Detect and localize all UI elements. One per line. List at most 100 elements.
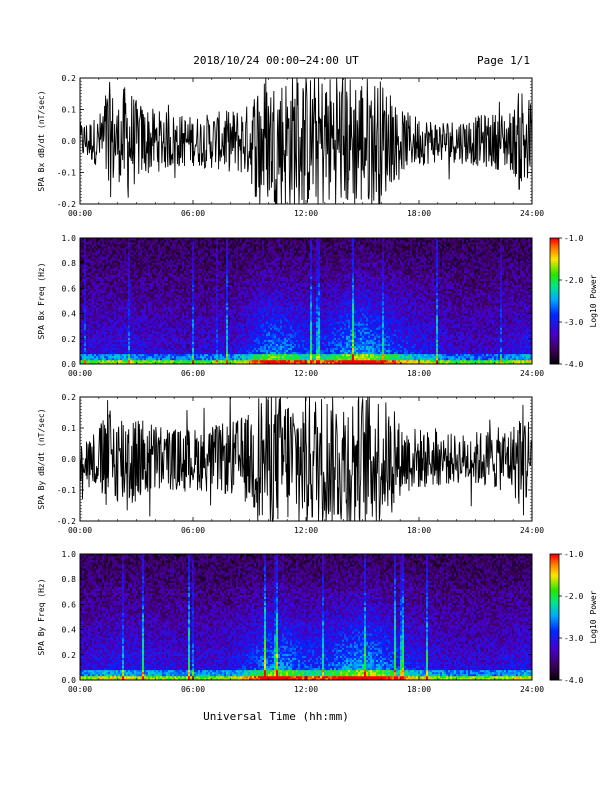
spectrogram-cell bbox=[110, 325, 112, 327]
spectrogram-cell bbox=[98, 356, 100, 358]
spectrogram-cell bbox=[94, 285, 96, 287]
spectrogram-cell bbox=[90, 311, 92, 313]
spectrogram-cell bbox=[94, 307, 96, 309]
spectrogram-cell bbox=[86, 342, 88, 344]
spectrogram-cell bbox=[110, 303, 112, 305]
spectrogram-cell bbox=[88, 336, 90, 338]
spectrogram-cell bbox=[90, 252, 92, 254]
spectrogram-cell bbox=[102, 279, 104, 281]
spectrogram-cell bbox=[104, 303, 106, 305]
spectrogram-cell bbox=[100, 307, 102, 309]
spectrogram-cell bbox=[96, 254, 98, 256]
spectrogram-cell bbox=[108, 315, 110, 317]
spectrogram-cell bbox=[86, 250, 88, 252]
spectrogram-cell bbox=[90, 275, 92, 277]
spectrogram-cell bbox=[106, 283, 108, 285]
spectrogram-cell bbox=[84, 360, 86, 362]
spectrogram-cell bbox=[88, 258, 90, 260]
spectrogram-cell bbox=[106, 289, 108, 291]
spectrogram-cell bbox=[88, 295, 90, 297]
spectrogram-cell bbox=[98, 275, 100, 277]
spectrogram-cell bbox=[102, 315, 104, 317]
spectrogram-cell bbox=[100, 303, 102, 305]
spectrogram-cell bbox=[86, 248, 88, 250]
spectrogram-cell bbox=[86, 309, 88, 311]
spectrogram-cell bbox=[86, 319, 88, 321]
spectrogram-cell bbox=[108, 268, 110, 270]
spectrogram-cell bbox=[106, 342, 108, 344]
spectrogram-cell bbox=[104, 309, 106, 311]
spectrogram-cell bbox=[88, 342, 90, 344]
spectrogram-cell bbox=[90, 268, 92, 270]
spectrogram-cell bbox=[86, 268, 88, 270]
spectrogram-cell bbox=[98, 283, 100, 285]
spectrogram-cell bbox=[112, 342, 114, 344]
spectrogram-cell bbox=[82, 256, 84, 258]
spectrogram-cell bbox=[84, 313, 86, 315]
spectrogram-cell bbox=[106, 354, 108, 356]
spectrogram-cell bbox=[100, 293, 102, 295]
spectrogram-cell bbox=[100, 279, 102, 281]
spectrogram-cell bbox=[92, 281, 94, 283]
spectrogram-cell bbox=[82, 271, 84, 273]
spectrogram-cell bbox=[110, 250, 112, 252]
spectrogram-cell bbox=[92, 329, 94, 331]
spectrogram-cell bbox=[90, 331, 92, 333]
spectrogram-cell bbox=[112, 301, 114, 303]
spectrogram-cell bbox=[108, 346, 110, 348]
spectrogram-cell bbox=[106, 242, 108, 244]
spectrogram-cell bbox=[92, 279, 94, 281]
spectrogram-cell bbox=[82, 321, 84, 323]
spectrogram-cell bbox=[94, 352, 96, 354]
spectrogram-cell bbox=[102, 334, 104, 336]
spectrogram-cell bbox=[94, 256, 96, 258]
spectrogram-cell bbox=[100, 250, 102, 252]
spectrogram-cell bbox=[88, 246, 90, 248]
spectrogram-cell bbox=[82, 242, 84, 244]
spectrogram-cell bbox=[92, 248, 94, 250]
spectrogram-cell bbox=[112, 309, 114, 311]
spectrogram-cell bbox=[86, 279, 88, 281]
spectrogram-cell bbox=[100, 331, 102, 333]
spectrogram-cell bbox=[92, 240, 94, 242]
spectrogram-cell bbox=[110, 321, 112, 323]
spectrogram-cell bbox=[92, 315, 94, 317]
spectrogram-cell bbox=[86, 283, 88, 285]
spectrogram-cell bbox=[106, 321, 108, 323]
spectrogram-cell bbox=[96, 295, 98, 297]
spectrogram-cell bbox=[84, 285, 86, 287]
spectrogram-cell bbox=[106, 281, 108, 283]
spectrogram-cell bbox=[94, 313, 96, 315]
spectrogram-cell bbox=[94, 327, 96, 329]
spectrogram-cell bbox=[94, 268, 96, 270]
spectrogram-cell bbox=[90, 291, 92, 293]
spectrogram-cell bbox=[108, 344, 110, 346]
spectrogram-cell bbox=[86, 344, 88, 346]
spectrogram-cell bbox=[106, 307, 108, 309]
spectrogram-cell bbox=[110, 358, 112, 360]
bx-waveform-panel: 00:00 06:00 12:00 18:00 24:00-0.2-0.10.00.10… bbox=[37, 74, 544, 218]
spectrogram-cell bbox=[86, 287, 88, 289]
spectrogram-cell bbox=[92, 271, 94, 273]
spectrogram-cell bbox=[96, 268, 98, 270]
spectrogram-cell bbox=[98, 250, 100, 252]
spectrogram-cell bbox=[100, 260, 102, 262]
spectrogram-cell bbox=[110, 260, 112, 262]
spectrogram-cell bbox=[88, 240, 90, 242]
spectrogram-cell bbox=[104, 281, 106, 283]
spectrogram-cell bbox=[92, 297, 94, 299]
spectrogram-cell bbox=[96, 354, 98, 356]
spectrogram-cell bbox=[94, 291, 96, 293]
x-tick-label: 06:00 bbox=[181, 209, 205, 218]
spectrogram-cell bbox=[108, 313, 110, 315]
spectrogram-cell bbox=[86, 285, 88, 287]
spectrogram-cell bbox=[96, 360, 98, 362]
spectrogram-cell bbox=[100, 350, 102, 352]
spectrogram-cell bbox=[110, 327, 112, 329]
spectrogram-cell bbox=[108, 342, 110, 344]
spectrogram-cell bbox=[92, 277, 94, 279]
spectrogram-cell bbox=[82, 305, 84, 307]
spectrogram-cell bbox=[88, 334, 90, 336]
spectrogram-cell bbox=[90, 358, 92, 360]
spectrogram-cell bbox=[94, 338, 96, 340]
